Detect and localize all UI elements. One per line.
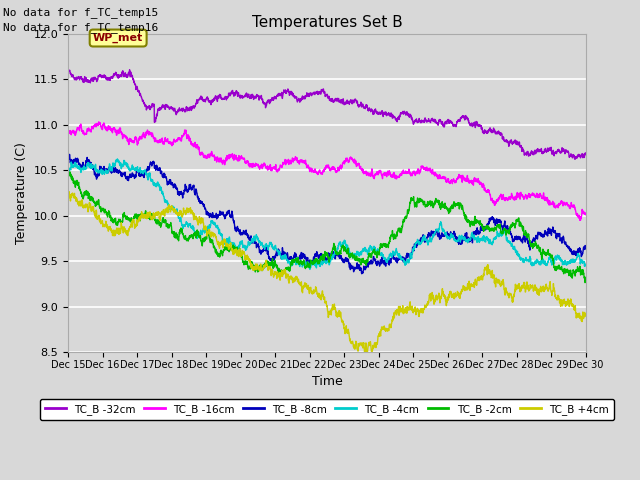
TC_B -4cm <box>113 156 121 162</box>
TC_B -32cm <box>175 108 183 113</box>
TC_B -2cm <box>378 241 385 247</box>
TC_B +4cm <box>65 189 73 194</box>
TC_B -8cm <box>378 259 385 264</box>
TC_B -4cm <box>306 266 314 272</box>
Line: TC_B -4cm: TC_B -4cm <box>68 159 586 269</box>
TC_B +4cm <box>64 193 72 199</box>
Text: WP_met: WP_met <box>93 33 143 43</box>
Text: No data for f_TC_temp16: No data for f_TC_temp16 <box>3 22 159 33</box>
Legend: TC_B -32cm, TC_B -16cm, TC_B -8cm, TC_B -4cm, TC_B -2cm, TC_B +4cm: TC_B -32cm, TC_B -16cm, TC_B -8cm, TC_B … <box>40 398 614 420</box>
TC_B -32cm <box>64 70 72 76</box>
TC_B -32cm <box>582 150 589 156</box>
Line: TC_B -8cm: TC_B -8cm <box>68 155 586 274</box>
TC_B -2cm <box>582 275 589 281</box>
TC_B -8cm <box>582 245 589 251</box>
TC_B -2cm <box>533 244 541 250</box>
TC_B -16cm <box>582 212 589 217</box>
TC_B +4cm <box>175 212 183 217</box>
Text: No data for f_TC_temp15: No data for f_TC_temp15 <box>3 7 159 18</box>
TC_B -32cm <box>387 113 394 119</box>
Line: TC_B -32cm: TC_B -32cm <box>68 70 586 159</box>
TC_B -4cm <box>64 168 72 174</box>
TC_B -4cm <box>533 256 541 262</box>
TC_B -32cm <box>209 98 216 104</box>
TC_B +4cm <box>582 312 589 318</box>
TC_B -4cm <box>175 215 183 221</box>
TC_B -8cm <box>66 152 74 157</box>
TC_B -16cm <box>533 191 541 197</box>
TC_B +4cm <box>533 289 541 295</box>
TC_B -16cm <box>387 172 394 178</box>
TC_B -32cm <box>125 67 133 72</box>
TC_B -2cm <box>581 280 589 286</box>
TC_B -4cm <box>582 262 589 267</box>
TC_B -2cm <box>64 171 72 177</box>
TC_B -2cm <box>387 235 394 240</box>
X-axis label: Time: Time <box>312 375 342 388</box>
TC_B -16cm <box>582 211 589 216</box>
TC_B -8cm <box>387 259 394 265</box>
Line: TC_B -16cm: TC_B -16cm <box>68 122 586 220</box>
TC_B -8cm <box>175 192 183 198</box>
TC_B -16cm <box>175 135 183 141</box>
TC_B -4cm <box>378 251 385 256</box>
Title: Temperatures Set B: Temperatures Set B <box>252 15 403 30</box>
TC_B -2cm <box>209 240 216 245</box>
TC_B -8cm <box>209 210 216 216</box>
TC_B -8cm <box>582 246 589 252</box>
TC_B -8cm <box>533 234 541 240</box>
TC_B -16cm <box>576 217 584 223</box>
TC_B -32cm <box>572 156 579 162</box>
TC_B -2cm <box>66 169 74 175</box>
TC_B -2cm <box>175 233 183 239</box>
Line: TC_B -2cm: TC_B -2cm <box>68 172 586 283</box>
TC_B +4cm <box>209 230 216 236</box>
TC_B -32cm <box>582 152 589 157</box>
TC_B -16cm <box>95 119 102 125</box>
TC_B +4cm <box>582 312 589 318</box>
TC_B -16cm <box>64 130 72 135</box>
TC_B -4cm <box>582 262 589 268</box>
TC_B -8cm <box>358 271 365 276</box>
TC_B -16cm <box>378 171 385 177</box>
TC_B -32cm <box>378 110 385 116</box>
TC_B -4cm <box>209 218 216 224</box>
TC_B -16cm <box>209 153 216 158</box>
TC_B -32cm <box>533 149 541 155</box>
TC_B -8cm <box>64 154 72 159</box>
TC_B +4cm <box>387 323 394 329</box>
TC_B -2cm <box>582 276 589 281</box>
TC_B -4cm <box>387 252 394 257</box>
Line: TC_B +4cm: TC_B +4cm <box>68 192 586 353</box>
TC_B +4cm <box>364 350 371 356</box>
Y-axis label: Temperature (C): Temperature (C) <box>15 142 28 244</box>
TC_B +4cm <box>378 327 385 333</box>
